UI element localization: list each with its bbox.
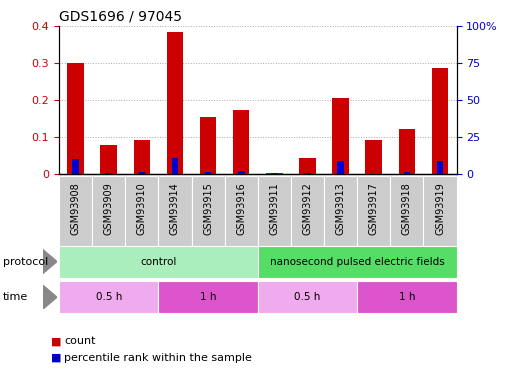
Text: nanosecond pulsed electric fields: nanosecond pulsed electric fields (270, 256, 445, 267)
Bar (266, 172, 283, 174)
Bar (423, 176, 457, 246)
Polygon shape (43, 249, 57, 274)
Bar (357, 176, 390, 246)
Text: 1 h: 1 h (399, 292, 415, 302)
Bar (205, 172, 211, 174)
Text: 0.5 h: 0.5 h (95, 292, 122, 302)
Text: GSM93909: GSM93909 (104, 182, 114, 234)
Bar (357, 281, 457, 313)
Bar (291, 176, 324, 246)
Text: control: control (140, 256, 176, 267)
Text: time: time (3, 292, 28, 302)
Text: GSM93912: GSM93912 (303, 182, 312, 235)
Bar (59, 176, 92, 246)
Bar (159, 281, 258, 313)
Bar (159, 176, 191, 246)
Bar (271, 173, 278, 174)
Bar (304, 173, 311, 174)
Bar (191, 176, 225, 246)
Text: GSM93915: GSM93915 (203, 182, 213, 235)
Text: GSM93910: GSM93910 (137, 182, 147, 234)
Bar (437, 161, 443, 174)
Bar (399, 129, 415, 174)
Bar (238, 171, 245, 174)
Text: GSM93911: GSM93911 (269, 182, 280, 234)
Text: GSM93914: GSM93914 (170, 182, 180, 234)
Bar (225, 176, 258, 246)
Text: protocol: protocol (3, 256, 48, 267)
Bar (92, 176, 125, 246)
Text: 1 h: 1 h (200, 292, 216, 302)
Bar (139, 172, 145, 174)
Text: count: count (64, 336, 95, 346)
Bar (390, 176, 423, 246)
Bar (337, 161, 344, 174)
Bar (233, 110, 249, 174)
Bar (299, 158, 316, 174)
Text: GSM93918: GSM93918 (402, 182, 412, 234)
Bar (332, 99, 349, 174)
Bar (101, 145, 117, 174)
Polygon shape (43, 285, 57, 309)
Text: ■: ■ (51, 336, 62, 346)
Bar (105, 173, 112, 174)
Bar (324, 176, 357, 246)
Text: GSM93916: GSM93916 (236, 182, 246, 234)
Bar (125, 176, 159, 246)
Bar (133, 140, 150, 174)
Bar (365, 140, 382, 174)
Bar (258, 246, 457, 278)
Bar (67, 63, 84, 174)
Bar (72, 159, 79, 174)
Bar (258, 281, 357, 313)
Text: GSM93913: GSM93913 (336, 182, 346, 234)
Bar (200, 117, 216, 174)
Text: GSM93919: GSM93919 (435, 182, 445, 234)
Text: GSM93917: GSM93917 (369, 182, 379, 235)
Bar (258, 176, 291, 246)
Bar (59, 281, 159, 313)
Bar (404, 172, 410, 174)
Bar (432, 68, 448, 174)
Text: 0.5 h: 0.5 h (294, 292, 321, 302)
Text: percentile rank within the sample: percentile rank within the sample (64, 353, 252, 363)
Text: GSM93908: GSM93908 (71, 182, 81, 234)
Bar (59, 246, 258, 278)
Bar (172, 158, 178, 174)
Bar (167, 32, 183, 174)
Text: GDS1696 / 97045: GDS1696 / 97045 (59, 10, 182, 24)
Text: ■: ■ (51, 353, 62, 363)
